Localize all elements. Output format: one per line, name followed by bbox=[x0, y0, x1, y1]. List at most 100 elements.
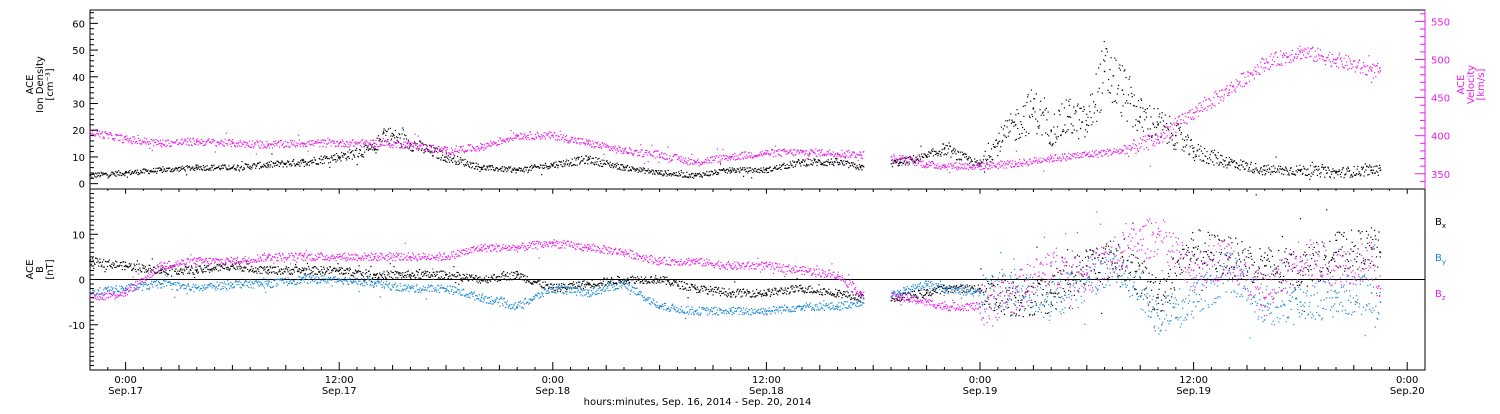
b-bz-point bbox=[659, 261, 661, 263]
b-by-point bbox=[552, 288, 554, 290]
b-bz-point bbox=[338, 256, 340, 258]
b-bz-point bbox=[1050, 265, 1052, 267]
density-point bbox=[1264, 170, 1266, 172]
b-by-point bbox=[1015, 288, 1017, 290]
x-axis-title: hours:minutes, Sep. 16, 2014 - Sep. 20, … bbox=[584, 397, 812, 408]
velocity-point bbox=[1228, 89, 1230, 91]
density-point bbox=[1228, 162, 1230, 164]
x-tick-time-label: 0:00 bbox=[114, 375, 136, 386]
b-bz-point bbox=[1122, 252, 1124, 254]
b-bz-point bbox=[1193, 270, 1195, 272]
b-by-point bbox=[1371, 292, 1373, 294]
velocity-point bbox=[623, 150, 625, 152]
axes-layer bbox=[90, 10, 1425, 370]
density-tick-label: 50 bbox=[72, 46, 85, 57]
panel-frames bbox=[90, 10, 1425, 370]
x-tick-time-label: 0:00 bbox=[542, 375, 564, 386]
density-label-2: [cm⁻³] bbox=[45, 68, 56, 100]
density-tick-label: 40 bbox=[72, 73, 85, 84]
density-point bbox=[1122, 89, 1124, 91]
density-point bbox=[1175, 135, 1177, 137]
b-bz-point bbox=[1371, 261, 1373, 263]
density-point bbox=[1015, 124, 1017, 126]
velocity-label-2: [km/s] bbox=[1476, 68, 1487, 100]
b-bx-point bbox=[1157, 297, 1159, 299]
b-by-point bbox=[1380, 301, 1382, 303]
b-by bbox=[89, 244, 1381, 338]
velocity-point bbox=[1380, 70, 1382, 72]
legend-by-sub: y bbox=[1442, 258, 1446, 266]
density-point bbox=[196, 167, 198, 169]
x-tick-time-label: 0:00 bbox=[969, 375, 991, 386]
b-bz-point bbox=[303, 256, 305, 258]
x-tick-time-label: 0:00 bbox=[1396, 375, 1418, 386]
top-panel-frame bbox=[90, 10, 1425, 189]
x-tick-date-label: Sep.19 bbox=[1176, 386, 1211, 397]
b-bx-point bbox=[1193, 247, 1195, 249]
legend-bx: Bx bbox=[1435, 217, 1446, 230]
density-point bbox=[1380, 170, 1382, 172]
velocity-point bbox=[374, 143, 376, 145]
x-tick-time-label: 12:00 bbox=[752, 375, 781, 386]
b-bz-point bbox=[979, 306, 981, 308]
density-tick-label: 10 bbox=[72, 153, 85, 164]
b-bz-point bbox=[196, 261, 198, 263]
density bbox=[89, 41, 1381, 180]
density-point bbox=[1050, 129, 1052, 131]
b-bz-point bbox=[860, 292, 862, 294]
density-point bbox=[1193, 151, 1195, 153]
b-bz-point bbox=[1157, 234, 1159, 236]
velocity-tick-label: 450 bbox=[1431, 94, 1450, 105]
x-tick-date-label: Sep.17 bbox=[322, 386, 357, 397]
b-by-point bbox=[303, 279, 305, 281]
velocity-tick-label: 350 bbox=[1431, 170, 1450, 181]
b-by-point bbox=[801, 306, 803, 308]
b-bz-point bbox=[481, 247, 483, 249]
velocity-point bbox=[481, 146, 483, 148]
velocity-point bbox=[89, 131, 91, 133]
b-bz-point bbox=[588, 247, 590, 249]
density-point bbox=[1068, 116, 1070, 118]
density-point bbox=[445, 156, 447, 158]
velocity-tick-label: 400 bbox=[1431, 132, 1450, 143]
velocity-point bbox=[1335, 59, 1337, 61]
b-by-point bbox=[1193, 301, 1195, 303]
b-bx-point bbox=[516, 274, 518, 276]
density-point bbox=[944, 148, 946, 150]
density-tick-label: 20 bbox=[72, 126, 85, 137]
legend-bx-sub: x bbox=[1442, 222, 1446, 230]
density-point bbox=[1139, 116, 1141, 118]
velocity-tick-label: 550 bbox=[1431, 17, 1450, 28]
b-bx-point bbox=[1335, 252, 1337, 254]
velocity-point bbox=[1264, 63, 1266, 65]
x-tick-date-label: Sep.20 bbox=[1390, 386, 1425, 397]
density-point bbox=[588, 159, 590, 161]
data-points bbox=[89, 41, 1381, 339]
b-bz-point bbox=[1300, 256, 1302, 258]
legend-bz-sub: z bbox=[1442, 294, 1446, 302]
velocity-point bbox=[445, 150, 447, 152]
b-by-point bbox=[860, 301, 862, 303]
b-bz-point bbox=[899, 297, 901, 299]
x-tick-date-label: Sep.19 bbox=[963, 386, 998, 397]
x-tick-date-label: Sep.18 bbox=[535, 386, 570, 397]
b-by-point bbox=[766, 310, 768, 312]
b-by-point bbox=[1335, 297, 1337, 299]
b-by-point bbox=[1157, 315, 1159, 317]
b-bz-point bbox=[1228, 256, 1230, 258]
x-tick-time-label: 12:00 bbox=[1179, 375, 1208, 386]
b-bz-point bbox=[1264, 297, 1266, 299]
velocity-point bbox=[926, 164, 928, 166]
density-point bbox=[1086, 124, 1088, 126]
velocity-point bbox=[1371, 70, 1373, 72]
density-point bbox=[303, 162, 305, 164]
b-tick-label: -10 bbox=[69, 321, 85, 332]
velocity-point bbox=[659, 154, 661, 156]
density-tick-label: 0 bbox=[79, 180, 85, 191]
b-by-point bbox=[1050, 301, 1052, 303]
legend-by: By bbox=[1435, 253, 1446, 266]
b-by-point bbox=[1300, 301, 1302, 303]
b-by-point bbox=[267, 283, 269, 285]
